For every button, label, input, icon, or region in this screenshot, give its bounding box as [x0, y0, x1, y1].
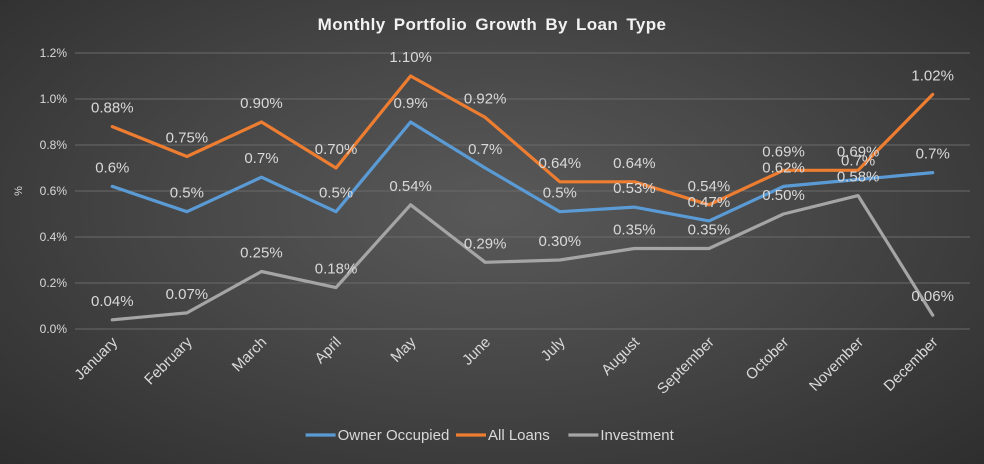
data-label: 0.5% [170, 185, 204, 202]
data-label: 1.10% [389, 49, 432, 66]
y-tick-label: 0.0% [40, 322, 68, 336]
data-labels: 0.6%0.5%0.7%0.5%0.9%0.7%0.5% 0.53%0.47%0.… [91, 49, 954, 310]
x-tick-label: May [387, 333, 419, 365]
data-label: 0.5% [543, 185, 577, 202]
x-tick-label: December [881, 334, 942, 395]
x-axis-ticks: January February March April May June July Augu… [71, 333, 941, 397]
data-label: 0.5% [319, 185, 353, 202]
data-label: 0.9% [394, 95, 428, 112]
data-label: 0.35% [613, 222, 656, 239]
data-label: 0.29% [464, 235, 507, 252]
y-tick-label: 1.0% [40, 92, 68, 106]
chart-title: Monthly Portfolio Growth By Loan Type [318, 15, 667, 34]
x-tick-label: August [598, 333, 644, 379]
data-label: 0.7% [468, 141, 502, 158]
data-label: 0.6% [95, 159, 129, 176]
x-tick-label: June [459, 334, 494, 369]
data-label: 0.54% [688, 178, 731, 195]
legend-label: Investment [600, 427, 674, 444]
legend: Owner Occupied All Loans Investment [305, 427, 675, 444]
data-label: 0.7% [244, 150, 278, 167]
series-lines [110, 74, 935, 322]
data-label: 0.47% [688, 194, 731, 211]
legend-label: Owner Occupied [338, 427, 450, 444]
data-label: 0.92% [464, 90, 507, 107]
data-label: 0.64% [539, 155, 582, 172]
data-label: 0.18% [315, 261, 358, 278]
series-line [110, 194, 935, 322]
data-label: 0.35% [688, 222, 731, 239]
data-label: 0.25% [240, 245, 283, 262]
x-tick-label: April [312, 334, 345, 367]
series-line [110, 120, 935, 223]
y-tick-label: 0.6% [40, 184, 68, 198]
data-label: 0.69% [762, 143, 805, 160]
x-tick-label: February [141, 333, 196, 388]
x-tick-label: March [229, 334, 270, 375]
data-label: 0.50% [762, 187, 805, 204]
data-label: 0.58% [837, 169, 880, 186]
data-label: 0.70% [315, 141, 358, 158]
data-label: 0.64% [613, 155, 656, 172]
x-tick-label: January [71, 333, 121, 383]
data-label: 0.7% [916, 146, 950, 163]
x-tick-label: November [806, 334, 867, 395]
data-label: 0.88% [91, 100, 134, 117]
x-tick-label: July [538, 333, 569, 364]
y-axis-label: % [13, 186, 25, 196]
y-tick-label: 1.2% [40, 46, 68, 60]
y-axis-ticks: 0.0% 0.2% 0.4% 0.6% 0.8% 1.0% 1.2% [40, 46, 68, 336]
gridlines [75, 52, 970, 330]
data-label: 0.75% [166, 130, 209, 147]
y-tick-label: 0.2% [40, 276, 68, 290]
data-label: 0.7% [841, 153, 875, 170]
data-label: 0.30% [539, 233, 582, 250]
x-tick-label: September [654, 334, 718, 398]
data-label: 0.53% [613, 180, 656, 197]
data-label: 0.90% [240, 95, 283, 112]
data-label: 0.06% [911, 288, 954, 305]
data-label: 0.62% [762, 159, 805, 176]
data-label: 0.04% [91, 293, 134, 310]
y-tick-label: 0.8% [40, 138, 68, 152]
data-label: 0.54% [389, 178, 432, 195]
y-tick-label: 0.4% [40, 230, 68, 244]
data-label: 0.69% [837, 143, 880, 160]
legend-label: All Loans [488, 427, 550, 444]
x-tick-label: October [743, 334, 793, 384]
data-label: 1.02% [911, 67, 954, 84]
series-line [110, 74, 935, 207]
data-label: 0.07% [166, 286, 209, 303]
